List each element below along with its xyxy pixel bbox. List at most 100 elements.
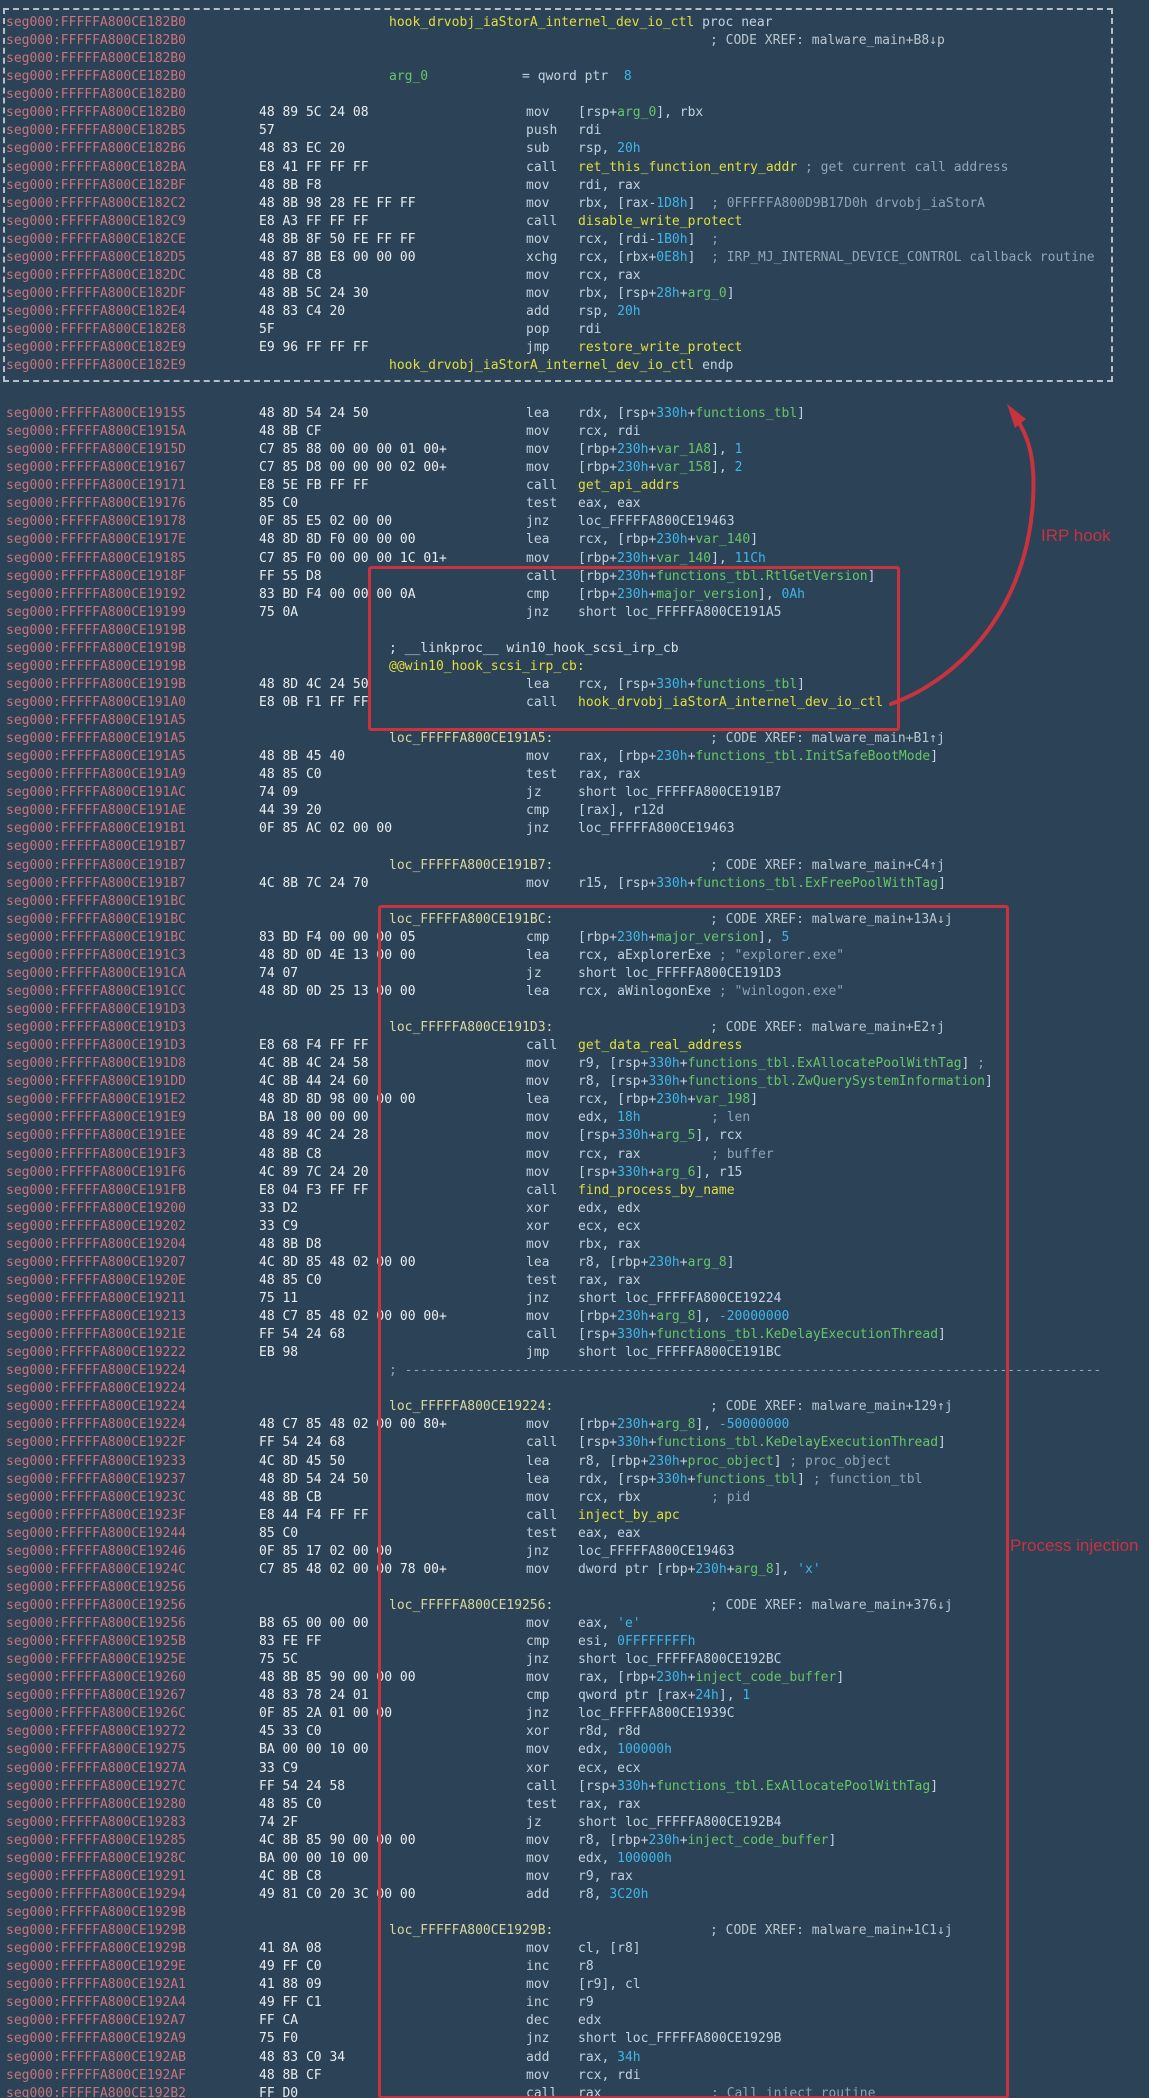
asm-line[interactable]: seg000:FFFFFA800CE192A7 FF CA dec edx [0, 2012, 1149, 2030]
asm-line[interactable]: seg000:FFFFFA800CE191C3 48 8D 0D 4E 13 00… [0, 947, 1149, 965]
asm-line[interactable]: seg000:FFFFFA800CE191B7 loc_FFFFFA800CE19… [0, 857, 1149, 875]
asm-line[interactable]: seg000:FFFFFA800CE182DF 48 8B 5C 24 30 mov… [0, 285, 1149, 303]
asm-line[interactable]: seg000:FFFFFA800CE1927A 33 C9 xor ecx, ecx [0, 1760, 1149, 1778]
asm-line[interactable]: seg000:FFFFFA800CE19224 ; ---------------… [0, 1362, 1149, 1380]
asm-line[interactable]: seg000:FFFFFA800CE19256 [0, 1579, 1149, 1597]
asm-line[interactable]: seg000:FFFFFA800CE19171 E8 5E FB FF FF cal… [0, 477, 1149, 495]
asm-line[interactable]: seg000:FFFFFA800CE191F6 4C 89 7C 24 20 mov… [0, 1164, 1149, 1182]
asm-line[interactable]: seg000:FFFFFA800CE191D3 E8 68 F4 FF FF cal… [0, 1037, 1149, 1055]
asm-line[interactable]: seg000:FFFFFA800CE19192 83 BD F4 00 00 00… [0, 586, 1149, 604]
asm-line[interactable]: seg000:FFFFFA800CE191D8 4C 8B 4C 24 58 mov… [0, 1055, 1149, 1073]
asm-line[interactable]: seg000:FFFFFA800CE192A1 41 88 09 mov [r9], … [0, 1976, 1149, 1994]
asm-line[interactable]: seg000:FFFFFA800CE19275 BA 00 00 10 00 mov… [0, 1741, 1149, 1759]
asm-line[interactable]: seg000:FFFFFA800CE1915A 48 8B CF mov rcx, r… [0, 423, 1149, 441]
asm-line[interactable]: seg000:FFFFFA800CE182B6 48 83 EC 20 sub rsp… [0, 140, 1149, 158]
asm-line[interactable]: seg000:FFFFFA800CE182B0 [0, 86, 1149, 104]
asm-line[interactable]: seg000:FFFFFA800CE1920E 48 85 C0 test rax, … [0, 1272, 1149, 1290]
asm-line[interactable]: seg000:FFFFFA800CE191D3 [0, 1001, 1149, 1019]
asm-line[interactable]: seg000:FFFFFA800CE191AC 74 09 jz short loc_… [0, 784, 1149, 802]
asm-line[interactable]: seg000:FFFFFA800CE1918F FF 55 D8 call [rbp+… [0, 568, 1149, 586]
asm-line[interactable]: seg000:FFFFFA800CE191D3 loc_FFFFFA800CE19… [0, 1019, 1149, 1037]
asm-line[interactable]: seg000:FFFFFA800CE192B2 FF D0 call rax ; Ca… [0, 2085, 1149, 2098]
asm-line[interactable]: seg000:FFFFFA800CE191B1 0F 85 AC 02 00 00… [0, 820, 1149, 838]
asm-line[interactable]: seg000:FFFFFA800CE19199 75 0A jnz short loc… [0, 604, 1149, 622]
asm-line[interactable]: seg000:FFFFFA800CE19204 48 8B D8 mov rbx, r… [0, 1236, 1149, 1254]
asm-line[interactable]: seg000:FFFFFA800CE1925E 75 5C jnz short loc… [0, 1651, 1149, 1669]
asm-line[interactable]: seg000:FFFFFA800CE19285 4C 8B 85 90 00 00… [0, 1832, 1149, 1850]
asm-line[interactable]: seg000:FFFFFA800CE182C2 48 8B 98 28 FE FF… [0, 195, 1149, 213]
asm-line[interactable]: seg000:FFFFFA800CE182E9 E9 96 FF FF FF jmp… [0, 339, 1149, 357]
asm-line[interactable]: seg000:FFFFFA800CE1915D C7 85 88 00 00 00… [0, 441, 1149, 459]
asm-line[interactable]: seg000:FFFFFA800CE192AB 48 83 C0 34 add rax… [0, 2049, 1149, 2067]
asm-line[interactable]: seg000:FFFFFA800CE1929B loc_FFFFFA800CE19… [0, 1922, 1149, 1940]
asm-line[interactable]: seg000:FFFFFA800CE19224 48 C7 85 48 02 00… [0, 1416, 1149, 1434]
asm-line[interactable]: seg000:FFFFFA800CE19244 85 C0 test eax, eax [0, 1525, 1149, 1543]
asm-line[interactable]: seg000:FFFFFA800CE19224 [0, 1380, 1149, 1398]
asm-line[interactable]: seg000:FFFFFA800CE1929E 49 FF C0 inc r8 [0, 1958, 1149, 1976]
asm-line[interactable]: seg000:FFFFFA800CE19167 C7 85 D8 00 00 00… [0, 459, 1149, 477]
asm-line[interactable]: seg000:FFFFFA800CE191BC loc_FFFFFA800CE19… [0, 911, 1149, 929]
asm-line[interactable]: seg000:FFFFFA800CE191F3 48 8B C8 mov rcx, r… [0, 1146, 1149, 1164]
asm-line[interactable]: seg000:FFFFFA800CE191AE 44 39 20 cmp [rax],… [0, 802, 1149, 820]
asm-line[interactable]: seg000:FFFFFA800CE182E4 48 83 C4 20 add rsp… [0, 303, 1149, 321]
asm-line[interactable]: seg000:FFFFFA800CE191A5 loc_FFFFFA800CE19… [0, 730, 1149, 748]
asm-line[interactable]: seg000:FFFFFA800CE1919B ; __linkproc__ wi… [0, 640, 1149, 658]
asm-line[interactable]: seg000:FFFFFA800CE1923F E8 44 F4 FF FF cal… [0, 1507, 1149, 1525]
asm-line[interactable]: seg000:FFFFFA800CE1925B 83 FE FF cmp esi, 0… [0, 1633, 1149, 1651]
asm-line[interactable]: seg000:FFFFFA800CE1919B @@win10_hook_scsi… [0, 658, 1149, 676]
asm-line[interactable]: seg000:FFFFFA800CE182E8 5F pop rdi [0, 321, 1149, 339]
asm-line[interactable]: seg000:FFFFFA800CE192AF 48 8B CF mov rcx, r… [0, 2067, 1149, 2085]
asm-line[interactable]: seg000:FFFFFA800CE191BC [0, 893, 1149, 911]
asm-line[interactable]: seg000:FFFFFA800CE1926C 0F 85 2A 01 00 00… [0, 1705, 1149, 1723]
asm-line[interactable]: seg000:FFFFFA800CE19211 75 11 jnz short loc… [0, 1290, 1149, 1308]
asm-line[interactable]: seg000:FFFFFA800CE191A9 48 85 C0 test rax, … [0, 766, 1149, 784]
asm-line[interactable]: seg000:FFFFFA800CE19200 33 D2 xor edx, edx [0, 1200, 1149, 1218]
asm-line[interactable]: seg000:FFFFFA800CE192A4 49 FF C1 inc r9 [0, 1994, 1149, 2012]
asm-line[interactable]: seg000:FFFFFA800CE1927C FF 54 24 58 call [r… [0, 1778, 1149, 1796]
asm-line[interactable]: seg000:FFFFFA800CE191CA 74 07 jz short loc_… [0, 965, 1149, 983]
asm-line[interactable]: seg000:FFFFFA800CE1924C C7 85 48 02 00 00… [0, 1561, 1149, 1579]
asm-line[interactable]: seg000:FFFFFA800CE182B0 ; CODE XREF: malw… [0, 32, 1149, 50]
asm-line[interactable]: seg000:FFFFFA800CE19291 4C 8B C8 mov r9, ra… [0, 1868, 1149, 1886]
asm-line[interactable]: seg000:FFFFFA800CE1923C 48 8B CB mov rcx, r… [0, 1489, 1149, 1507]
asm-line[interactable]: seg000:FFFFFA800CE1919B [0, 622, 1149, 640]
asm-line[interactable]: seg000:FFFFFA800CE1929B 41 8A 08 mov cl, [r… [0, 1940, 1149, 1958]
asm-line[interactable]: seg000:FFFFFA800CE191DD 4C 8B 44 24 60 mov… [0, 1073, 1149, 1091]
asm-line[interactable]: seg000:FFFFFA800CE1917E 48 8D 8D F0 00 00… [0, 531, 1149, 549]
asm-line[interactable]: seg000:FFFFFA800CE19260 48 8B 85 90 00 00… [0, 1669, 1149, 1687]
asm-line[interactable]: seg000:FFFFFA800CE19294 49 81 C0 20 3C 00… [0, 1886, 1149, 1904]
asm-line[interactable]: seg000:FFFFFA800CE1921E FF 54 24 68 call [r… [0, 1326, 1149, 1344]
asm-line[interactable]: seg000:FFFFFA800CE1922F FF 54 24 68 call [r… [0, 1434, 1149, 1452]
asm-line[interactable]: seg000:FFFFFA800CE191A5 [0, 712, 1149, 730]
asm-line[interactable]: seg000:FFFFFA800CE191EE 48 89 4C 24 28 mov… [0, 1127, 1149, 1145]
asm-line[interactable]: seg000:FFFFFA800CE182BF 48 8B F8 mov rdi, r… [0, 177, 1149, 195]
asm-line[interactable]: seg000:FFFFFA800CE19237 48 8D 54 24 50 lea… [0, 1471, 1149, 1489]
asm-line[interactable]: seg000:FFFFFA800CE191B7 4C 8B 7C 24 70 mov… [0, 875, 1149, 893]
asm-line[interactable]: seg000:FFFFFA800CE191A0 E8 0B F1 FF FF cal… [0, 694, 1149, 712]
asm-line[interactable]: seg000:FFFFFA800CE191E9 BA 18 00 00 00 mov… [0, 1109, 1149, 1127]
asm-line[interactable]: seg000:FFFFFA800CE182CE 48 8B 8F 50 FE FF… [0, 231, 1149, 249]
asm-line[interactable]: seg000:FFFFFA800CE182DC 48 8B C8 mov rcx, r… [0, 267, 1149, 285]
asm-line[interactable]: seg000:FFFFFA800CE191BC 83 BD F4 00 00 00… [0, 929, 1149, 947]
asm-line[interactable]: seg000:FFFFFA800CE182C9 E8 A3 FF FF FF cal… [0, 213, 1149, 231]
asm-line[interactable]: seg000:FFFFFA800CE182D5 48 87 8B E8 00 00… [0, 249, 1149, 267]
asm-line[interactable]: seg000:FFFFFA800CE19224 loc_FFFFFA800CE19… [0, 1398, 1149, 1416]
asm-line[interactable]: seg000:FFFFFA800CE1919B 48 8D 4C 24 50 lea… [0, 676, 1149, 694]
asm-line[interactable]: seg000:FFFFFA800CE182B0 48 89 5C 24 08 mov… [0, 104, 1149, 122]
asm-line[interactable]: seg000:FFFFFA800CE182E9 hook_drvobj_iaSto… [0, 357, 1149, 375]
asm-line[interactable]: seg000:FFFFFA800CE182B0 [0, 50, 1149, 68]
asm-line[interactable]: seg000:FFFFFA800CE19280 48 85 C0 test rax, … [0, 1796, 1149, 1814]
asm-line[interactable]: seg000:FFFFFA800CE182B0 arg_0 = qword ptr… [0, 68, 1149, 86]
asm-line[interactable]: seg000:FFFFFA800CE19256 loc_FFFFFA800CE19… [0, 1597, 1149, 1615]
asm-line[interactable]: seg000:FFFFFA800CE191FB E8 04 F3 FF FF cal… [0, 1182, 1149, 1200]
asm-line[interactable]: seg000:FFFFFA800CE182B0 hook_drvobj_iaSto… [0, 14, 1149, 32]
asm-line[interactable]: seg000:FFFFFA800CE19272 45 33 C0 xor r8d, r… [0, 1723, 1149, 1741]
asm-line[interactable]: seg000:FFFFFA800CE19222 EB 98 jmp short loc… [0, 1344, 1149, 1362]
asm-line[interactable]: seg000:FFFFFA800CE182BA E8 41 FF FF FF cal… [0, 159, 1149, 177]
asm-line[interactable]: seg000:FFFFFA800CE191A5 48 8B 45 40 mov rax… [0, 748, 1149, 766]
asm-line[interactable]: seg000:FFFFFA800CE19256 B8 65 00 00 00 mov… [0, 1615, 1149, 1633]
asm-line[interactable]: seg000:FFFFFA800CE19185 C7 85 F0 00 00 00… [0, 550, 1149, 568]
asm-line[interactable]: seg000:FFFFFA800CE182B5 57 push rdi [0, 122, 1149, 140]
asm-line[interactable]: seg000:FFFFFA800CE19207 4C 8D 85 48 02 00… [0, 1254, 1149, 1272]
asm-line[interactable]: seg000:FFFFFA800CE19176 85 C0 test eax, eax [0, 495, 1149, 513]
